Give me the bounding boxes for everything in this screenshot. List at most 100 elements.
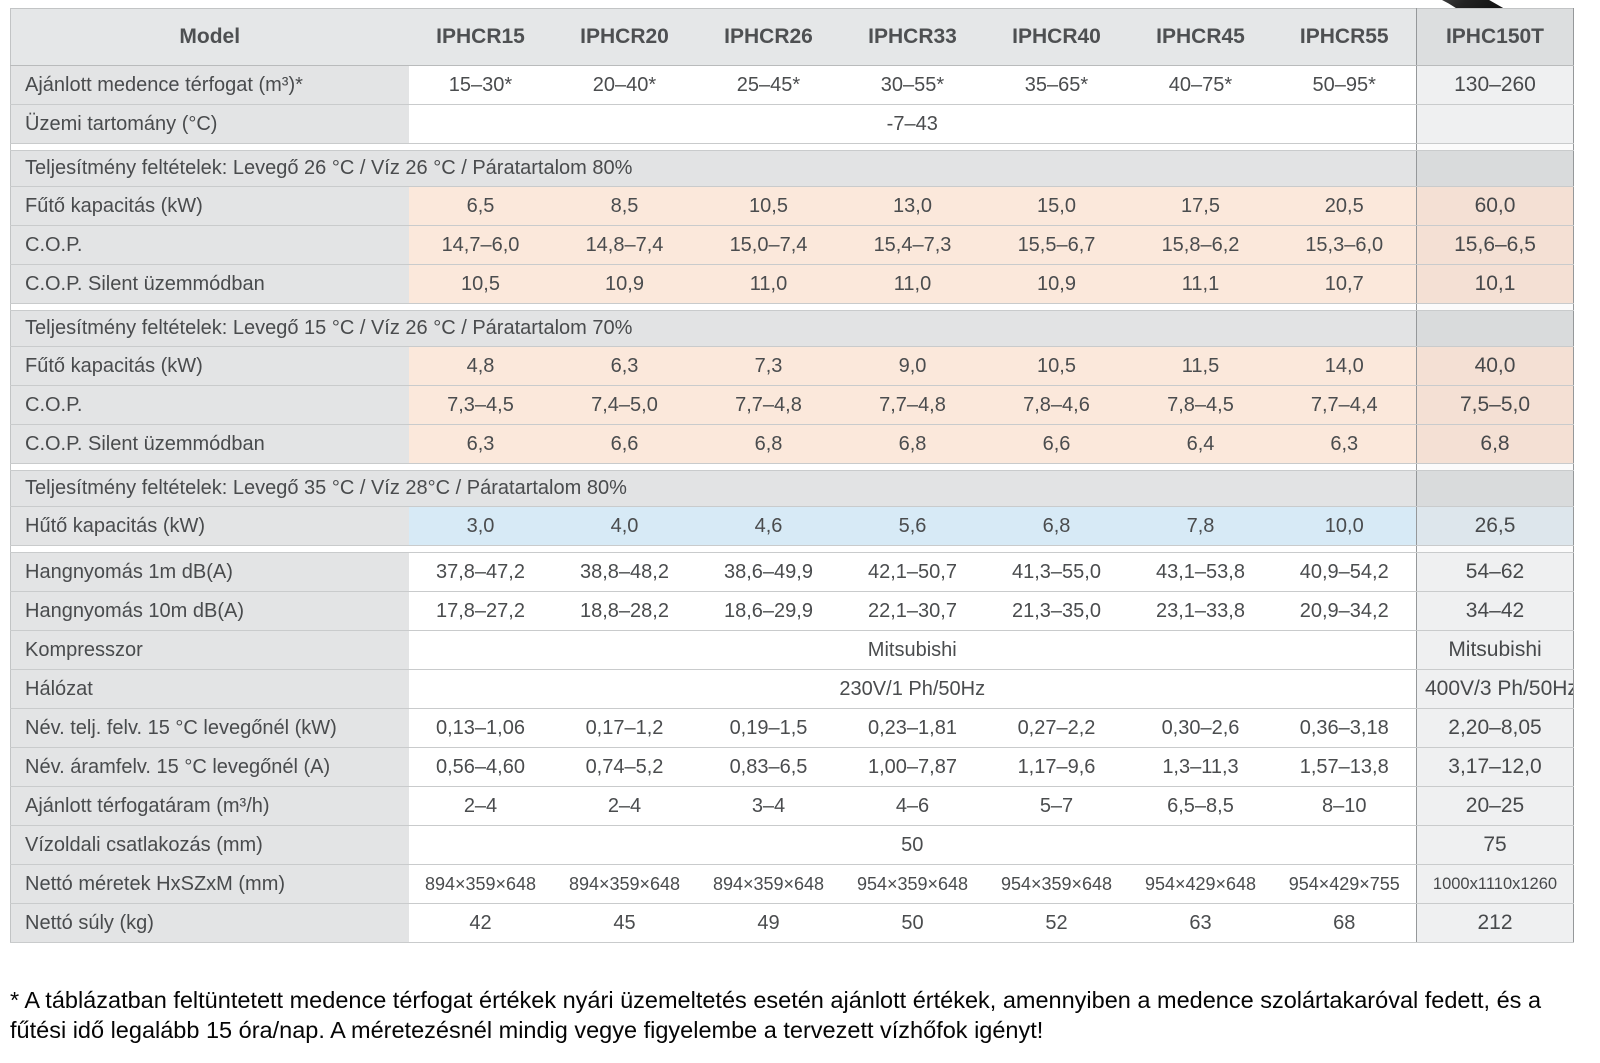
value-cell: 10,9 [984,264,1129,304]
value-cell: 1,17–9,6 [984,747,1129,787]
value-cell: 21,3–35,0 [984,591,1129,631]
value-cell: 6,5–8,5 [1128,786,1273,826]
value-cell: 9,0 [840,346,985,386]
value-cell: 43,1–53,8 [1128,552,1273,592]
column-header: IPHCR45 [1128,8,1273,66]
row-label: C.O.P. [10,225,409,265]
section-row: Teljesítmény feltételek: Levegő 15 °C / … [10,310,1574,347]
row-label: Nettó súly (kg) [10,903,409,943]
value-cell: 0,23–1,81 [840,708,985,748]
value-cell: 0,36–3,18 [1272,708,1417,748]
table-row: Fűtő kapacitás (kW) 6,5 8,5 10,5 13,0 15,0 17,… [10,186,1574,226]
section-last-column-cell [1416,310,1574,347]
spacer-cell-last-column [1416,463,1574,471]
footnote-text: * A táblázatban feltüntetett medence tér… [10,987,1542,1043]
value-cell: 5–7 [984,786,1129,826]
last-column-value-cell [1416,104,1574,144]
value-cell: 10,5 [984,346,1129,386]
table-row: Üzemi tartomány (°C) -7–43 [10,104,1574,144]
value-cell: 7,7–4,8 [840,385,985,425]
merged-value-cell: 230V/1 Ph/50Hz [408,669,1417,709]
column-header: IPHCR20 [552,8,697,66]
table-row: Hangnyomás 1m dB(A) 37,8–47,2 38,8–48,2 38,… [10,552,1574,592]
value-cell: 15,0 [984,186,1129,226]
row-label: C.O.P. Silent üzemmódban [10,264,409,304]
value-cell: 10,5 [696,186,841,226]
spacer-cell-last-column [1416,303,1574,311]
value-cell: 1,57–13,8 [1272,747,1417,787]
value-cell: 18,8–28,2 [552,591,697,631]
row-label: C.O.P. [10,385,409,425]
row-label: Hangnyomás 10m dB(A) [10,591,409,631]
value-cell: 15–30* [408,65,553,105]
row-label: Ajánlott térfogatáram (m³/h) [10,786,409,826]
section-last-column-cell [1416,470,1574,507]
value-cell: 6,8 [696,424,841,464]
table-row: C.O.P. Silent üzemmódban 10,5 10,9 11,0 11,0… [10,264,1574,304]
last-column-value-cell: 75 [1416,825,1574,865]
value-cell: 6,4 [1128,424,1273,464]
last-column-value-cell: 2,20–8,05 [1416,708,1574,748]
value-cell: 2–4 [552,786,697,826]
table-row: Hűtő kapacitás (kW) 3,0 4,0 4,6 5,6 6,8 7,8 10,… [10,506,1574,546]
value-cell: 6,3 [552,346,697,386]
value-cell: 6,3 [408,424,553,464]
row-label: Kompresszor [10,630,409,670]
spacer-cell [10,545,1417,553]
spacer-cell [10,143,1417,151]
value-cell: 2–4 [408,786,553,826]
value-cell: 3–4 [696,786,841,826]
row-label: Fűtő kapacitás (kW) [10,186,409,226]
value-cell: 42,1–50,7 [840,552,985,592]
value-cell: 10,7 [1272,264,1417,304]
value-cell: 20,5 [1272,186,1417,226]
value-cell: 14,7–6,0 [408,225,553,265]
value-cell: 10,9 [552,264,697,304]
value-cell: 4,0 [552,506,697,546]
spacer-row [10,463,1574,471]
last-column-value-cell: 130–260 [1416,65,1574,105]
value-cell: 13,0 [840,186,985,226]
row-label: Név. telj. felv. 15 °C levegőnél (kW) [10,708,409,748]
value-cell: 15,5–6,7 [984,225,1129,265]
merged-value-cell: 50 [408,825,1417,865]
value-cell: 50 [840,903,985,943]
value-cell: 45 [552,903,697,943]
last-column-value-cell: 15,6–6,5 [1416,225,1574,265]
row-label: Fűtő kapacitás (kW) [10,346,409,386]
column-header: IPHC150T [1416,8,1574,66]
value-cell: 954×429×648 [1128,864,1273,904]
column-header: IPHCR40 [984,8,1129,66]
value-cell: 15,0–7,4 [696,225,841,265]
value-cell: 0,56–4,60 [408,747,553,787]
value-cell: 0,27–2,2 [984,708,1129,748]
last-column-value-cell: 40,0 [1416,346,1574,386]
table-row: Ajánlott térfogatáram (m³/h) 2–4 2–4 3–4 4–6… [10,786,1574,826]
value-cell: 0,19–1,5 [696,708,841,748]
row-label: Vízoldali csatlakozás (mm) [10,825,409,865]
value-cell: 7,4–5,0 [552,385,697,425]
spacer-row [10,545,1574,553]
merged-value-cell: -7–43 [408,104,1417,144]
value-cell: 8–10 [1272,786,1417,826]
value-cell: 954×429×755 [1272,864,1417,904]
spacer-cell-last-column [1416,545,1574,553]
row-label: Hűtő kapacitás (kW) [10,506,409,546]
row-label: C.O.P. Silent üzemmódban [10,424,409,464]
header-row: Model IPHCR15 IPHCR20 IPHCR26 IPHCR33 IPHCR40… [10,8,1574,66]
value-cell: 10,0 [1272,506,1417,546]
column-header-model: Model [10,8,409,66]
value-cell: 6,6 [984,424,1129,464]
last-column-value-cell: 212 [1416,903,1574,943]
value-cell: 0,17–1,2 [552,708,697,748]
spacer-row [10,303,1574,311]
value-cell: 20,9–34,2 [1272,591,1417,631]
table-row: Hálózat 230V/1 Ph/50Hz 400V/3 Ph/50Hz [10,669,1574,709]
column-header: IPHCR33 [840,8,985,66]
table-row: C.O.P. Silent üzemmódban 6,3 6,6 6,8 6,8 6,6 6… [10,424,1574,464]
section-header-label: Teljesítmény feltételek: Levegő 35 °C / … [10,470,1417,507]
table-row: Nettó súly (kg) 42 45 49 50 52 63 68 212 [10,903,1574,943]
value-cell: 40–75* [1128,65,1273,105]
value-cell: 35–65* [984,65,1129,105]
